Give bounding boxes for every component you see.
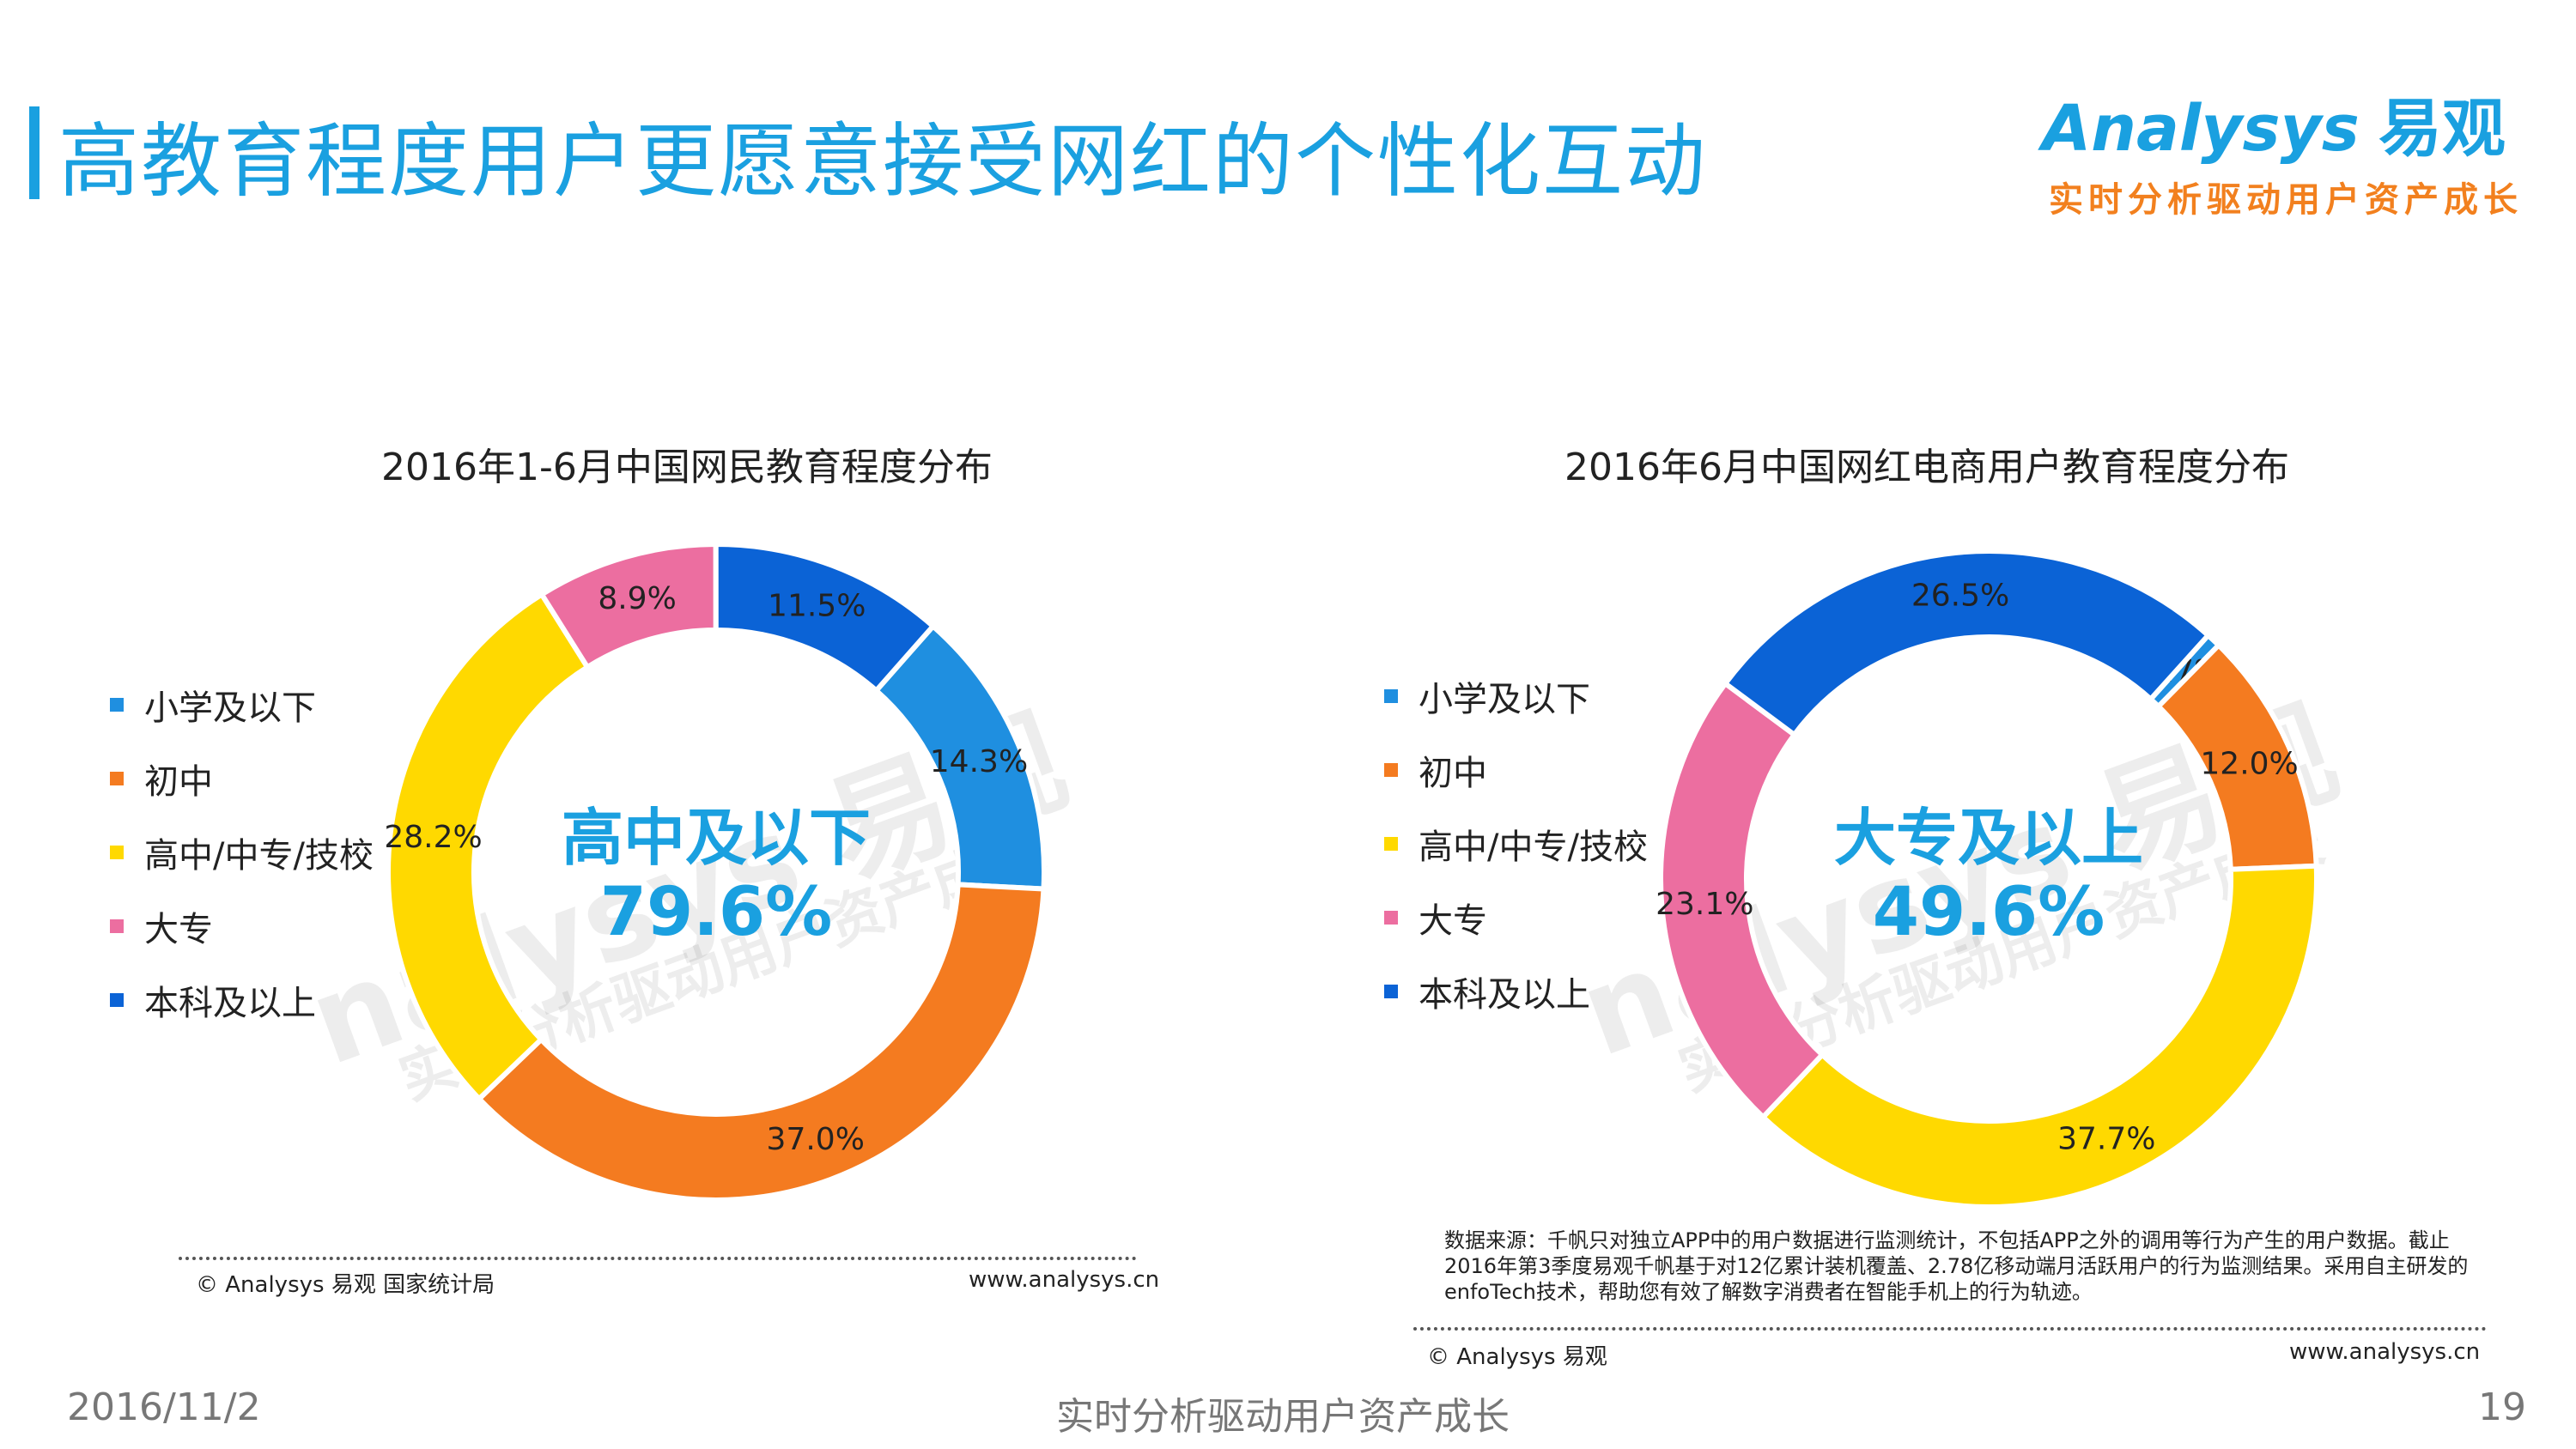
logo-tagline: 实时分析驱动用户资产成长 bbox=[2049, 180, 2523, 220]
legend-label: 大专 bbox=[1419, 901, 1487, 941]
logo-cn: 易观 bbox=[2378, 92, 2506, 166]
legend-item: 初中 bbox=[1384, 733, 1648, 807]
donut-slice bbox=[475, 882, 1047, 1203]
legend-swatch bbox=[110, 919, 124, 933]
legend-item: 小学及以下 bbox=[110, 668, 374, 742]
legend-swatch bbox=[110, 846, 124, 859]
legend-swatch bbox=[110, 772, 124, 785]
chart-2-center-text: 大专及以上 bbox=[1833, 802, 2143, 874]
footer-tagline: 实时分析驱动用户资产成长 bbox=[1056, 1395, 1510, 1439]
left-footer-divider bbox=[179, 1257, 1137, 1260]
chart-1-donut: 14.3% 37.0% 28.2% 8.9% 11.5% bbox=[384, 541, 1047, 1203]
page-title: 高教育程度用户更愿意接受网红的个性化互动 bbox=[58, 115, 1708, 209]
legend-label: 小学及以下 bbox=[144, 688, 316, 728]
legend-item: 大专 bbox=[110, 889, 374, 963]
chart-1-center-value: 79.6% bbox=[599, 874, 833, 951]
slice-value-label: 37.7% bbox=[2057, 1121, 2155, 1156]
donut-slice bbox=[713, 542, 937, 694]
legend-label: 高中/中专/技校 bbox=[1419, 828, 1648, 867]
logo-wordmark: Analysys 易观 bbox=[2042, 77, 2506, 169]
legend-item: 初中 bbox=[110, 742, 374, 815]
footer-page-number: 19 bbox=[2478, 1385, 2526, 1429]
right-footer-copyright: © Analysys 易观 bbox=[1427, 1344, 1607, 1370]
slice-value-label: 37.0% bbox=[767, 1122, 865, 1157]
legend-item: 高中/中专/技校 bbox=[1384, 807, 1648, 881]
donut-slice bbox=[1759, 863, 2319, 1210]
slice-value-label: 8.9% bbox=[598, 581, 676, 616]
legend-swatch bbox=[1384, 985, 1398, 998]
legend-item: 高中/中专/技校 bbox=[110, 815, 374, 889]
title-accent-bar bbox=[29, 106, 39, 199]
source-note: 数据来源：千帆只对独立APP中的用户数据进行监测统计，不包括APP之外的调用等行… bbox=[1444, 1228, 2469, 1304]
legend-item: 大专 bbox=[1384, 881, 1648, 955]
chart-2-legend: 小学及以下 初中 高中/中专/技校 大专 本科及以上 bbox=[1384, 659, 1648, 1028]
donut-slice bbox=[1722, 549, 2212, 739]
chart-2-donut: 0.7%12.0%37.7%23.1%26.5% bbox=[1656, 549, 2319, 1210]
slice-value-label: 28.2% bbox=[384, 820, 482, 855]
legend-swatch bbox=[110, 698, 124, 712]
left-footer-copyright: © Analysys 易观 国家统计局 bbox=[196, 1272, 495, 1298]
slice-value-label: 12.0% bbox=[2200, 747, 2298, 782]
logo-text: Analysys bbox=[2042, 92, 2360, 166]
legend-label: 高中/中专/技校 bbox=[144, 836, 374, 876]
donut-slice bbox=[1658, 680, 1826, 1121]
analysys-logo: Analysys 易观 实时分析驱动用户资产成长 bbox=[2042, 77, 2523, 223]
chart-2-center-label: 大专及以上 49.6% bbox=[1731, 802, 2246, 951]
right-footer-divider bbox=[1413, 1327, 2487, 1331]
chart-1-title: 2016年1-6月中国网民教育程度分布 bbox=[381, 446, 993, 489]
legend-label: 小学及以下 bbox=[1419, 680, 1590, 719]
legend-item: 本科及以上 bbox=[1384, 955, 1648, 1028]
legend-label: 本科及以上 bbox=[1419, 975, 1590, 1015]
chart-1-legend: 小学及以下 初中 高中/中专/技校 大专 本科及以上 bbox=[110, 668, 374, 1037]
legend-swatch bbox=[1384, 689, 1398, 703]
legend-swatch bbox=[1384, 911, 1398, 925]
legend-swatch bbox=[1384, 837, 1398, 851]
donut-slice bbox=[386, 591, 592, 1103]
legend-item: 小学及以下 bbox=[1384, 659, 1648, 733]
legend-swatch bbox=[110, 993, 124, 1007]
right-footer-url[interactable]: www.analysys.cn bbox=[2289, 1339, 2481, 1365]
legend-label: 初中 bbox=[144, 762, 213, 802]
slice-value-label: 23.1% bbox=[1656, 887, 1753, 922]
legend-item: 本科及以上 bbox=[110, 963, 374, 1037]
legend-label: 本科及以上 bbox=[144, 984, 316, 1023]
slice-value-label: 11.5% bbox=[768, 588, 866, 623]
chart-2-center-value: 49.6% bbox=[1872, 874, 2105, 951]
chart-1-center-label: 高中及以下 79.6% bbox=[459, 802, 974, 951]
chart-2-title: 2016年6月中国网红电商用户教育程度分布 bbox=[1564, 446, 2289, 489]
chart-1-center-text: 高中及以下 bbox=[561, 802, 871, 874]
slice-value-label: 26.5% bbox=[1911, 579, 2009, 614]
legend-label: 初中 bbox=[1419, 754, 1487, 793]
footer-date: 2016/11/2 bbox=[67, 1385, 261, 1429]
left-footer-url[interactable]: www.analysys.cn bbox=[969, 1267, 1160, 1293]
legend-label: 大专 bbox=[144, 910, 213, 949]
slice-value-label: 14.3% bbox=[930, 744, 1028, 779]
legend-swatch bbox=[1384, 763, 1398, 777]
